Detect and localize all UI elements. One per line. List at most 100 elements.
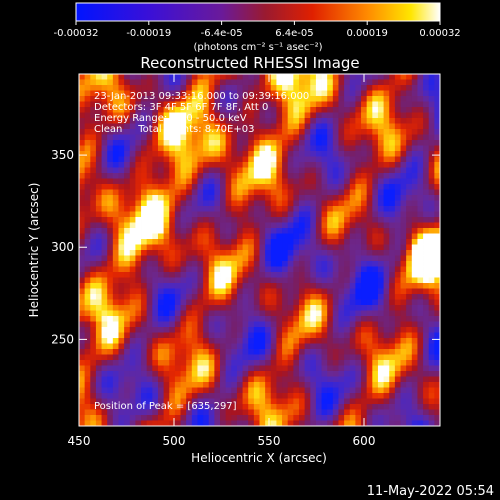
heatmap-cell xyxy=(95,145,102,152)
heatmap-cell xyxy=(372,162,379,168)
heatmap-cell xyxy=(101,382,108,388)
heatmap-cell xyxy=(259,228,266,234)
heatmap-cell xyxy=(220,266,227,273)
heatmap-cell xyxy=(79,332,86,339)
heatmap-cell xyxy=(112,118,119,124)
heatmap-cell xyxy=(411,211,418,218)
heatmap-cell xyxy=(406,90,413,97)
heatmap-cell xyxy=(253,151,260,157)
heatmap-cell xyxy=(423,332,430,339)
heatmap-cell xyxy=(180,277,187,284)
heatmap-cell xyxy=(101,156,108,163)
heatmap-cell xyxy=(389,382,396,388)
heatmap-cell xyxy=(327,195,334,201)
heatmap-cell xyxy=(270,277,277,284)
heatmap-cell xyxy=(400,173,407,179)
heatmap-cell xyxy=(186,255,193,262)
heatmap-cell xyxy=(124,360,131,366)
heatmap-cell xyxy=(270,244,277,251)
heatmap-cell xyxy=(203,266,210,273)
heatmap-cell xyxy=(276,420,283,426)
heatmap-cell xyxy=(157,244,165,251)
heatmap-cell xyxy=(259,321,266,328)
heatmap-cell xyxy=(349,74,356,80)
heatmap-cell xyxy=(152,173,159,179)
heatmap-cell xyxy=(112,107,119,113)
heatmap-cell xyxy=(327,233,334,240)
heatmap-cell xyxy=(129,371,136,377)
heatmap-cell xyxy=(389,310,396,317)
heatmap-cell xyxy=(214,112,221,119)
heatmap-cell xyxy=(338,332,345,339)
heatmap-cell xyxy=(220,145,227,152)
peak-position-label: Position of Peak = [635,297] xyxy=(94,401,237,412)
heatmap-cell xyxy=(394,96,401,102)
heatmap-cell xyxy=(141,151,148,157)
heatmap-cell xyxy=(287,233,294,240)
heatmap-cell xyxy=(174,316,181,322)
heatmap-cell xyxy=(259,140,266,146)
heatmap-cell xyxy=(174,244,181,251)
heatmap-cell xyxy=(124,354,131,361)
heatmap-cell xyxy=(270,233,277,240)
heatmap-cell xyxy=(361,382,368,388)
heatmap-cell xyxy=(208,74,215,80)
heatmap-cell xyxy=(163,349,170,355)
heatmap-cell xyxy=(270,420,277,426)
heatmap-cell xyxy=(389,90,396,97)
heatmap-cell xyxy=(163,261,170,267)
heatmap-cell xyxy=(344,244,351,251)
heatmap-cell xyxy=(95,206,102,212)
heatmap-cell xyxy=(315,233,322,240)
heatmap-cell xyxy=(377,173,384,179)
heatmap-cell xyxy=(157,261,165,267)
heatmap-cell xyxy=(129,162,136,168)
heatmap-cell xyxy=(231,321,238,328)
heatmap-cell xyxy=(394,167,401,174)
heatmap-cell xyxy=(293,294,300,300)
heatmap-cell xyxy=(304,129,311,135)
heatmap-cell xyxy=(220,277,227,284)
heatmap-cell xyxy=(338,140,345,146)
heatmap-cell xyxy=(434,101,440,108)
heatmap-cell xyxy=(186,415,193,421)
heatmap-cell xyxy=(236,74,243,80)
heatmap-cell xyxy=(118,90,125,97)
heatmap-cell xyxy=(101,140,108,146)
heatmap-cell xyxy=(411,316,418,322)
heatmap-cell xyxy=(163,371,170,377)
heatmap-cell xyxy=(349,261,356,267)
heatmap-cell xyxy=(107,360,114,366)
heatmap-cell xyxy=(79,134,86,141)
heatmap-cell xyxy=(84,415,91,421)
heatmap-cell xyxy=(242,404,249,410)
heatmap-cell xyxy=(298,222,306,229)
heatmap-cell xyxy=(377,321,384,328)
heatmap-cell xyxy=(406,233,413,240)
heatmap-cell xyxy=(321,101,328,108)
heatmap-cell xyxy=(248,409,255,416)
heatmap-cell xyxy=(124,217,131,223)
heatmap-cell xyxy=(124,316,131,322)
heatmap-cell xyxy=(349,206,356,212)
heatmap-cell xyxy=(141,283,148,289)
heatmap-cell xyxy=(355,349,362,355)
heatmap-cell xyxy=(197,206,204,212)
heatmap-cell xyxy=(270,327,277,333)
heatmap-cell xyxy=(298,343,306,350)
heatmap-cell xyxy=(394,305,401,311)
heatmap-cell xyxy=(394,151,401,157)
heatmap-cell xyxy=(411,321,418,328)
heatmap-cell xyxy=(411,123,418,130)
heatmap-cell xyxy=(298,134,306,141)
heatmap-cell xyxy=(231,79,238,86)
heatmap-cell xyxy=(118,409,125,416)
heatmap-cell xyxy=(349,107,356,113)
heatmap-cell xyxy=(287,239,294,245)
heatmap-cell xyxy=(383,79,390,86)
heatmap-cell xyxy=(389,409,396,416)
heatmap-cell xyxy=(248,217,255,223)
heatmap-cell xyxy=(124,382,131,388)
heatmap-cell xyxy=(276,294,283,300)
heatmap-cell xyxy=(389,387,396,394)
